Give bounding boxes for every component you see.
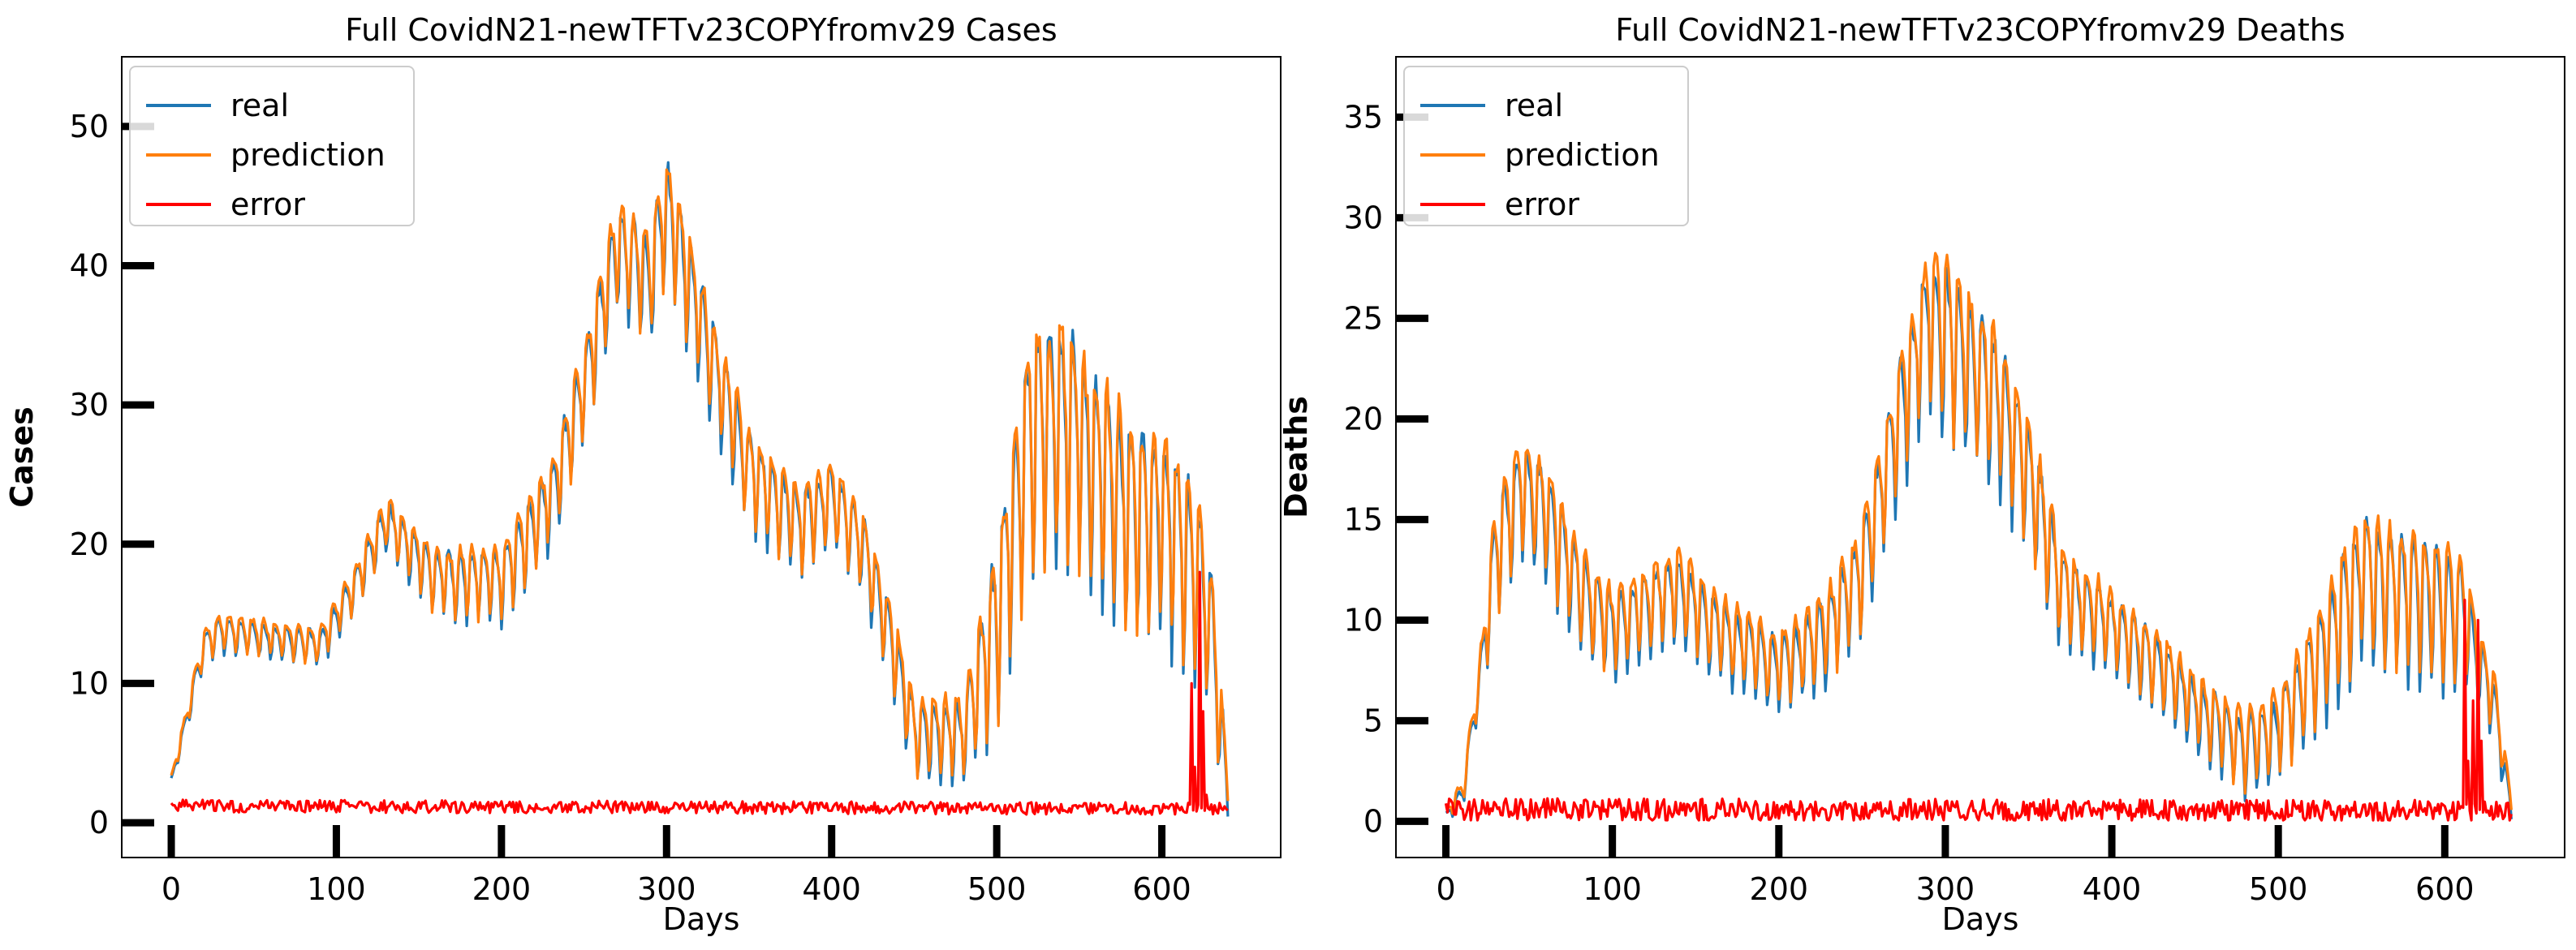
y-tick-label: 30 (1344, 200, 1383, 235)
y-tick-label: 0 (1363, 803, 1383, 839)
y-tick-label: 20 (70, 527, 109, 562)
plot-frame (1395, 56, 2565, 858)
y-tick-label: 30 (70, 387, 109, 423)
cases-chart: 0 100 200 300 400 500 600 0 10 20 30 40 50 Full Covid… (4, 12, 1282, 937)
y-tick-label: 40 (70, 247, 109, 283)
x-tick-label: 600 (1132, 871, 1191, 907)
y-tick-label: 25 (1344, 300, 1383, 336)
y-tick-label: 20 (1344, 401, 1383, 436)
x-tick-label: 500 (967, 871, 1027, 907)
y-tick-label: 0 (89, 805, 109, 840)
x-tick-label: 300 (1916, 871, 1975, 907)
x-tick-label: 400 (802, 871, 861, 907)
x-tick-label: 500 (2249, 871, 2308, 907)
plot-frame (121, 56, 1282, 858)
x-tick-label: 200 (472, 871, 532, 907)
x-tick-label: 100 (307, 871, 366, 907)
x-tick-label: 400 (2083, 871, 2142, 907)
chart-title: Full CovidN21-newTFTv23COPYfromv29 Death… (1615, 12, 2345, 48)
x-axis-label: Days (663, 901, 740, 937)
y-tick-label: 10 (70, 665, 109, 701)
legend-label-error: error (1505, 187, 1579, 222)
legend-label-real: real (230, 88, 289, 123)
y-tick-label: 5 (1363, 703, 1383, 738)
y-tick-label: 10 (1344, 602, 1383, 638)
legend: real prediction error (1403, 66, 1689, 226)
y-tick-label: 15 (1344, 501, 1383, 537)
chart-title: Full CovidN21-newTFTv23COPYfromv29 Cases (345, 12, 1057, 48)
series-line-error (170, 570, 1229, 816)
x-tick-label: 200 (1750, 871, 1809, 907)
legend-label-error: error (230, 187, 305, 222)
x-tick-label: 100 (1583, 871, 1642, 907)
legend-label-prediction: prediction (230, 137, 386, 173)
y-axis-label: Cases (4, 406, 40, 508)
legend-label-prediction: prediction (1505, 137, 1660, 173)
series-line-prediction (1445, 251, 2513, 815)
y-tick-label: 35 (1344, 99, 1383, 135)
x-tick-label: 0 (162, 871, 181, 907)
legend-label-real: real (1505, 88, 1563, 123)
series-line-prediction (170, 168, 1230, 802)
legend: real prediction error (129, 66, 415, 226)
y-axis-label: Deaths (1278, 396, 1314, 518)
x-axis-label: Days (1942, 901, 2019, 937)
y-tick-label: 50 (70, 109, 109, 144)
x-tick-label: 600 (2415, 871, 2475, 907)
plot-area (170, 161, 1230, 817)
x-tick-label: 0 (1436, 871, 1455, 907)
x-tick-label: 300 (637, 871, 696, 907)
series-line-error (1444, 598, 2513, 822)
plot-area (1444, 251, 2513, 822)
deaths-chart: 0 100 200 300 400 500 600 0 5 10 15 20 25 30 35 Full Co… (1278, 12, 2565, 937)
